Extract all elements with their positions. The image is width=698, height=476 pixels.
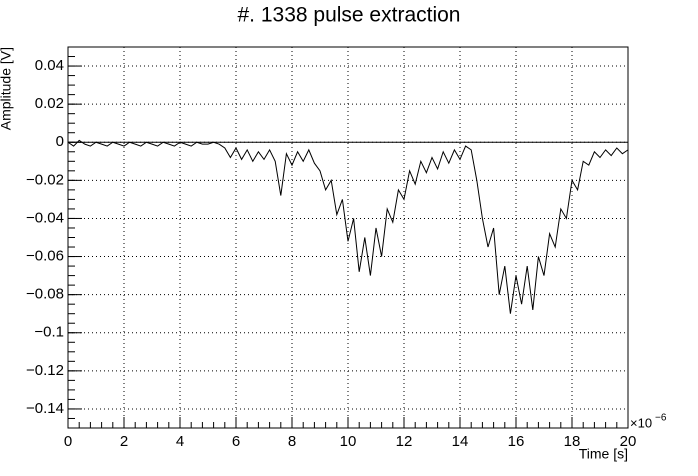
y-tick-label: 0.04 [35, 57, 64, 74]
x-tick-label: 4 [176, 433, 184, 450]
x-tick-label: 20 [620, 433, 637, 450]
y-tick-label: −0.06 [26, 248, 64, 265]
y-tick-label: 0.02 [35, 95, 64, 112]
x-tick-label: 8 [288, 433, 296, 450]
y-tick-label: −0.04 [26, 209, 64, 226]
x-tick-label: 10 [340, 433, 357, 450]
x-tick-label: 0 [64, 433, 72, 450]
x-tick-label: 6 [232, 433, 240, 450]
y-tick-label: 0 [56, 133, 64, 150]
y-tick-label: −0.12 [26, 362, 64, 379]
chart-title: #. 1338 pulse extraction [238, 4, 461, 27]
y-tick-label: −0.08 [26, 286, 64, 303]
x-tick-label: 16 [508, 433, 525, 450]
y-tick-label: −0.14 [26, 400, 64, 417]
y-tick-label: −0.02 [26, 171, 64, 188]
x-tick-label: 12 [396, 433, 413, 450]
x-exponent-base: ×10 [630, 415, 652, 430]
y-tick-label: −0.1 [34, 324, 64, 341]
x-exponent-power: −6 [655, 413, 667, 424]
x-axis-label: Time [s] [579, 446, 628, 462]
x-tick-label: 2 [120, 433, 128, 450]
x-tick-label: 14 [452, 433, 469, 450]
x-tick-label: 18 [564, 433, 581, 450]
plot-frame [67, 46, 629, 429]
y-axis-label: Amplitude [V] [0, 47, 14, 130]
signal-line [67, 139, 629, 314]
